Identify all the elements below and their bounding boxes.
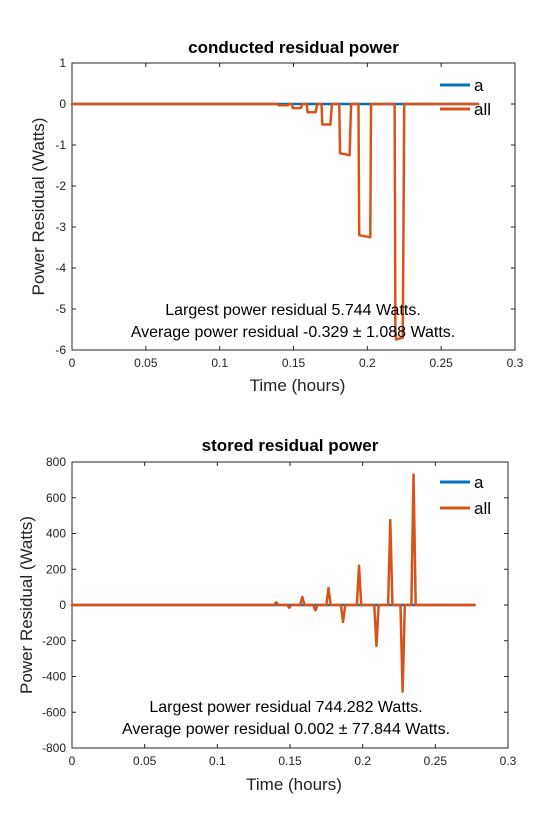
- y-tick-label: -3: [55, 220, 66, 234]
- x-tick-label: 0.3: [500, 754, 517, 768]
- series-line-all: [70, 473, 476, 693]
- x-tick-label: 0.15: [282, 356, 306, 370]
- annotation-text: Average power residual -0.329 ± 1.088 Wa…: [131, 324, 456, 341]
- annotation-text: Average power residual 0.002 ± 77.844 Wa…: [122, 721, 450, 738]
- x-axis-label: Time (hours): [246, 775, 342, 794]
- legend-label-a: a: [474, 473, 484, 492]
- x-tick-label: 0.15: [278, 754, 302, 768]
- chart-2: 0 0.05 0.1 0.15 0.2 0.25 0.3 -800 -600 -400 -200 0 2…: [17, 436, 517, 794]
- y-tick-label: 600: [46, 491, 66, 505]
- x-tick-label: 0.2: [354, 754, 371, 768]
- x-tick-label: 0.1: [209, 754, 226, 768]
- x-tick-label: 0.1: [211, 356, 228, 370]
- y-tick-label: -4: [55, 261, 66, 275]
- chart-title: conducted residual power: [188, 38, 399, 57]
- y-tick-label: -200: [42, 634, 66, 648]
- x-tick-label: 0: [69, 356, 76, 370]
- legend-label-all: all: [474, 499, 491, 518]
- y-tick-label: -2: [55, 179, 66, 193]
- chart-title: stored residual power: [202, 436, 379, 455]
- series-line-all: [70, 102, 480, 341]
- y-axis-label: Power Residual (Watts): [29, 118, 48, 296]
- x-tick-label: 0.25: [429, 356, 453, 370]
- chart-1: 0 0.05 0.1 0.15 0.2 0.25 0.3 -6 -5 -4 -3 -2 -1 0 1 cond…: [29, 38, 524, 395]
- annotation-text: Largest power residual 744.282 Watts.: [149, 699, 422, 716]
- x-tick-label: 0.3: [507, 356, 524, 370]
- y-tick-label: -600: [42, 705, 66, 719]
- x-tick-label: 0.05: [133, 754, 157, 768]
- y-axis-label: Power Residual (Watts): [17, 516, 36, 694]
- y-tick-label: -6: [55, 343, 66, 357]
- legend-label-all: all: [474, 100, 491, 119]
- annotation-text: Largest power residual 5.744 Watts.: [165, 302, 421, 319]
- y-tick-label: 800: [46, 455, 66, 469]
- y-tick-label: -1: [55, 138, 66, 152]
- y-tick-label: -400: [42, 670, 66, 684]
- y-tick-label: 1: [59, 56, 66, 70]
- y-tick-label: 200: [46, 562, 66, 576]
- y-tick-label: -800: [42, 741, 66, 755]
- x-tick-label: 0.25: [424, 754, 448, 768]
- y-tick-label: 0: [59, 97, 66, 111]
- x-tick-label: 0.05: [134, 356, 158, 370]
- legend-label-a: a: [474, 76, 484, 95]
- y-tick-label: 0: [59, 598, 66, 612]
- y-tick-label: -5: [55, 302, 66, 316]
- y-tick-label: 400: [46, 527, 66, 541]
- x-tick-label: 0: [69, 754, 76, 768]
- x-tick-label: 0.2: [359, 356, 376, 370]
- x-axis-label: Time (hours): [250, 376, 346, 395]
